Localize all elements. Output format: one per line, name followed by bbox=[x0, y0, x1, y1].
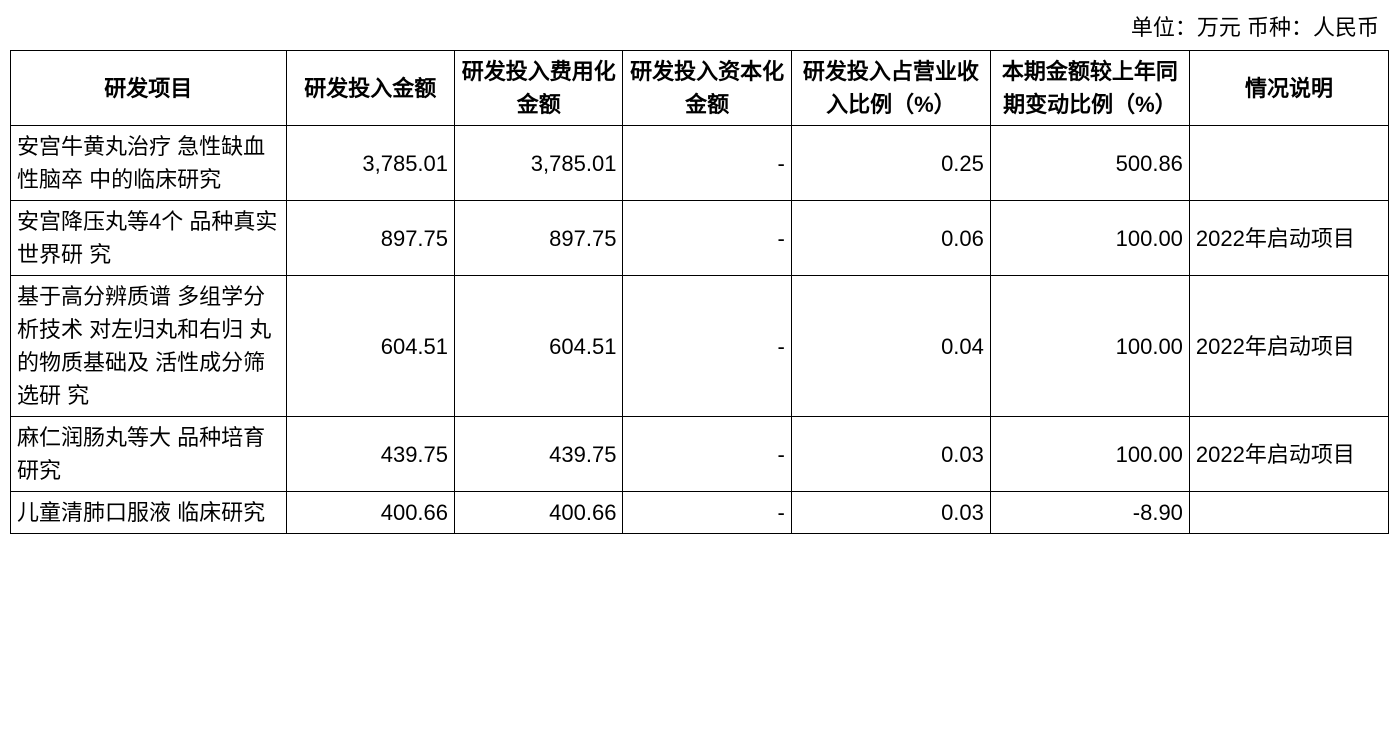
table-row: 儿童清肺口服液 临床研究400.66400.66-0.03-8.90 bbox=[11, 492, 1389, 534]
cell-ratio: 0.04 bbox=[791, 276, 990, 417]
cell-project: 麻仁润肠丸等大 品种培育研究 bbox=[11, 417, 287, 492]
header-expense: 研发投入费用化金额 bbox=[455, 51, 623, 126]
cell-amount: 604.51 bbox=[286, 276, 454, 417]
cell-change: 100.00 bbox=[990, 417, 1189, 492]
cell-note: 2022年启动项目 bbox=[1189, 201, 1388, 276]
header-change: 本期金额较上年同期变动比例（%） bbox=[990, 51, 1189, 126]
rd-investment-table: 研发项目 研发投入金额 研发投入费用化金额 研发投入资本化金额 研发投入占营业收… bbox=[10, 50, 1389, 534]
table-row: 安宫降压丸等4个 品种真实世界研 究897.75897.75-0.06100.0… bbox=[11, 201, 1389, 276]
cell-change: 100.00 bbox=[990, 201, 1189, 276]
cell-change: 100.00 bbox=[990, 276, 1189, 417]
cell-note bbox=[1189, 126, 1388, 201]
cell-amount: 3,785.01 bbox=[286, 126, 454, 201]
cell-change: 500.86 bbox=[990, 126, 1189, 201]
cell-ratio: 0.03 bbox=[791, 492, 990, 534]
cell-project: 安宫牛黄丸治疗 急性缺血性脑卒 中的临床研究 bbox=[11, 126, 287, 201]
cell-expense: 439.75 bbox=[455, 417, 623, 492]
cell-ratio: 0.03 bbox=[791, 417, 990, 492]
cell-change: -8.90 bbox=[990, 492, 1189, 534]
cell-project: 儿童清肺口服液 临床研究 bbox=[11, 492, 287, 534]
cell-expense: 897.75 bbox=[455, 201, 623, 276]
cell-ratio: 0.25 bbox=[791, 126, 990, 201]
unit-currency-line: 单位：万元 币种：人民币 bbox=[10, 10, 1389, 42]
cell-expense: 3,785.01 bbox=[455, 126, 623, 201]
table-row: 麻仁润肠丸等大 品种培育研究439.75439.75-0.03100.00202… bbox=[11, 417, 1389, 492]
cell-project: 基于高分辨质谱 多组学分析技术 对左归丸和右归 丸的物质基础及 活性成分筛选研 … bbox=[11, 276, 287, 417]
table-header-row: 研发项目 研发投入金额 研发投入费用化金额 研发投入资本化金额 研发投入占营业收… bbox=[11, 51, 1389, 126]
cell-amount: 439.75 bbox=[286, 417, 454, 492]
cell-project: 安宫降压丸等4个 品种真实世界研 究 bbox=[11, 201, 287, 276]
table-body: 安宫牛黄丸治疗 急性缺血性脑卒 中的临床研究3,785.013,785.01-0… bbox=[11, 126, 1389, 534]
header-project: 研发项目 bbox=[11, 51, 287, 126]
cell-note: 2022年启动项目 bbox=[1189, 417, 1388, 492]
cell-capital: - bbox=[623, 417, 791, 492]
cell-amount: 400.66 bbox=[286, 492, 454, 534]
cell-capital: - bbox=[623, 492, 791, 534]
cell-note bbox=[1189, 492, 1388, 534]
header-amount: 研发投入金额 bbox=[286, 51, 454, 126]
cell-ratio: 0.06 bbox=[791, 201, 990, 276]
cell-expense: 604.51 bbox=[455, 276, 623, 417]
cell-note: 2022年启动项目 bbox=[1189, 276, 1388, 417]
table-row: 基于高分辨质谱 多组学分析技术 对左归丸和右归 丸的物质基础及 活性成分筛选研 … bbox=[11, 276, 1389, 417]
cell-amount: 897.75 bbox=[286, 201, 454, 276]
cell-capital: - bbox=[623, 276, 791, 417]
table-row: 安宫牛黄丸治疗 急性缺血性脑卒 中的临床研究3,785.013,785.01-0… bbox=[11, 126, 1389, 201]
header-ratio: 研发投入占营业收入比例（%） bbox=[791, 51, 990, 126]
cell-capital: - bbox=[623, 201, 791, 276]
cell-capital: - bbox=[623, 126, 791, 201]
header-capital: 研发投入资本化金额 bbox=[623, 51, 791, 126]
header-note: 情况说明 bbox=[1189, 51, 1388, 126]
cell-expense: 400.66 bbox=[455, 492, 623, 534]
